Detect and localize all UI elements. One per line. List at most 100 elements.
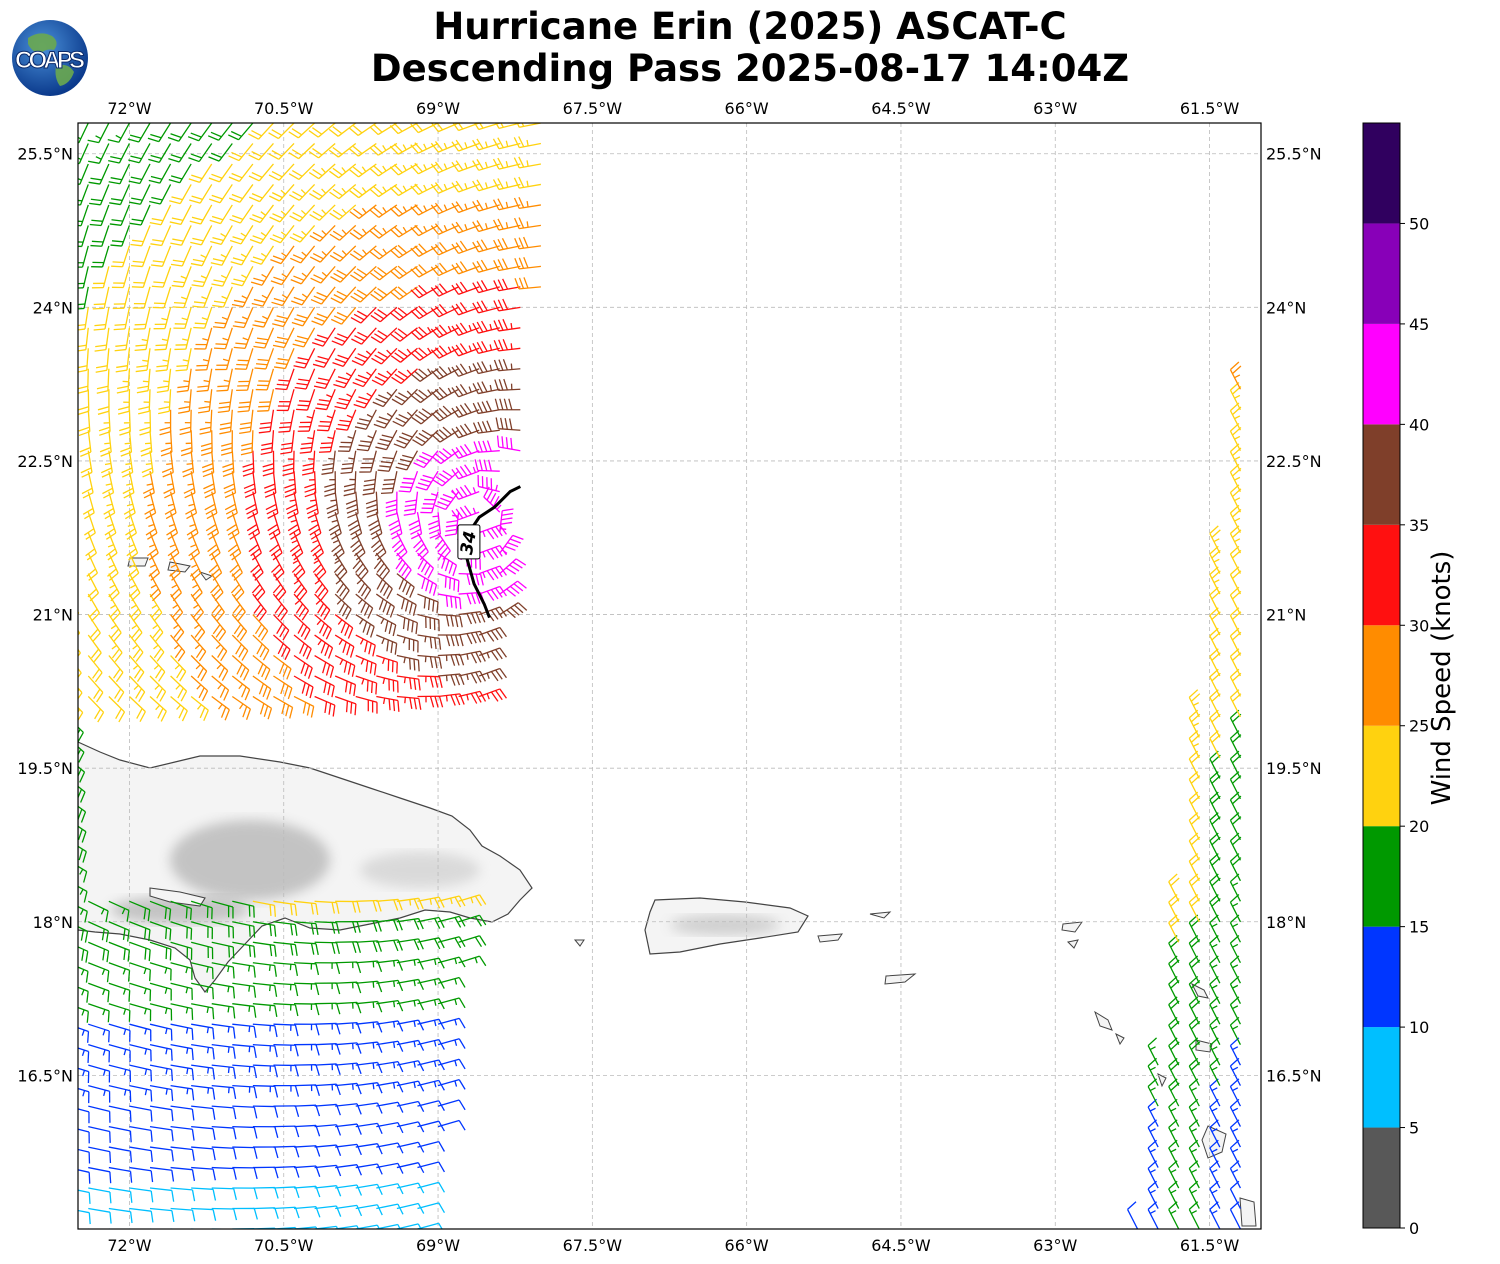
wind-barb xyxy=(217,389,233,414)
wind-barb xyxy=(190,655,208,682)
wind-barb xyxy=(369,163,398,177)
wind-barb xyxy=(293,654,313,679)
wind-barb xyxy=(90,225,110,247)
wind-barb xyxy=(81,471,94,499)
wind-barb xyxy=(268,184,295,202)
wind-barb xyxy=(273,654,292,680)
wind-barb xyxy=(291,306,316,327)
wind-barb xyxy=(149,1084,174,1101)
wind-barb xyxy=(513,197,542,210)
wind-barb xyxy=(437,572,460,593)
wind-barb xyxy=(314,1022,341,1035)
wind-barb xyxy=(207,123,233,141)
wind-barb xyxy=(398,470,419,493)
wind-barb xyxy=(208,552,223,581)
wind-barb xyxy=(250,245,274,265)
wind-barb xyxy=(355,593,374,619)
wind-barb xyxy=(191,1146,216,1161)
colorbar-band xyxy=(1363,524,1400,626)
wind-barb xyxy=(128,614,143,642)
wind-barb xyxy=(492,137,521,150)
wind-barb xyxy=(252,307,275,328)
wind-barb xyxy=(432,470,460,487)
wind-barb xyxy=(170,1166,196,1182)
wind-barb xyxy=(396,1060,425,1072)
wind-barb xyxy=(437,936,466,949)
wind-barb xyxy=(63,492,74,519)
wind-barb xyxy=(57,389,68,414)
wind-barb xyxy=(437,593,462,610)
wind-barb xyxy=(151,245,172,267)
wind-barb xyxy=(493,339,521,352)
wind-barb xyxy=(417,937,445,950)
wind-barb xyxy=(296,389,316,411)
wind-barb xyxy=(132,286,151,309)
wind-barb xyxy=(390,244,418,259)
wind-barb xyxy=(129,962,151,982)
wind-barb xyxy=(100,450,113,478)
wind-barb xyxy=(189,184,213,204)
wind-barb xyxy=(314,654,335,678)
wind-barb xyxy=(355,1122,383,1135)
wind-barb xyxy=(273,1023,299,1037)
wind-barb xyxy=(254,348,275,370)
wind-barb xyxy=(190,225,213,246)
wind-barb xyxy=(273,962,299,976)
wind-barb xyxy=(417,957,445,969)
wind-barb xyxy=(355,654,377,676)
wind-barb xyxy=(149,1023,173,1041)
wind-barb xyxy=(54,328,67,352)
wind-barb xyxy=(130,225,151,247)
wind-barb xyxy=(191,962,214,980)
wind-barb xyxy=(252,1084,279,1098)
wind-barb xyxy=(121,450,134,478)
wind-barb xyxy=(396,1162,425,1174)
wind-barb xyxy=(451,423,480,439)
wind-barb xyxy=(458,935,487,948)
wind-barb xyxy=(451,443,480,459)
lon-tick-label-top: 61.5°W xyxy=(1180,99,1240,118)
lon-tick-label-top: 70.5°W xyxy=(254,99,314,118)
wind-barb xyxy=(136,368,151,394)
wind-barb xyxy=(91,245,110,268)
wind-barb xyxy=(149,1105,174,1122)
lat-tick-label-right: 21°N xyxy=(1266,606,1306,625)
wind-barb xyxy=(417,573,438,596)
wind-barb xyxy=(437,613,463,628)
wind-barb xyxy=(338,430,357,452)
wind-barb xyxy=(417,695,444,708)
wind-barb xyxy=(392,409,418,427)
wind-barb xyxy=(252,695,273,720)
wind-barb xyxy=(349,163,377,178)
lat-tick-label-left: 21°N xyxy=(33,606,73,625)
wind-barb xyxy=(270,245,295,265)
wind-barb xyxy=(413,450,439,469)
wind-barb xyxy=(108,1044,131,1062)
wind-barb xyxy=(250,552,264,581)
wind-barb xyxy=(169,184,192,205)
wind-barb xyxy=(220,430,233,456)
wind-barb xyxy=(170,634,186,662)
wind-barb xyxy=(78,885,88,903)
wind-barb xyxy=(95,348,110,373)
wind-barb xyxy=(273,921,298,936)
wind-barb xyxy=(149,921,172,941)
wind-barb xyxy=(108,941,130,962)
wind-barb xyxy=(78,1169,91,1184)
wind-barb xyxy=(273,1064,299,1077)
wind-barb xyxy=(499,602,528,619)
wind-barb xyxy=(98,409,111,436)
wind-barb xyxy=(410,347,439,361)
wind-barb xyxy=(430,386,459,401)
wind-barb xyxy=(430,141,459,153)
wind-barb xyxy=(430,242,459,256)
wind-barb xyxy=(231,593,246,622)
wind-barb xyxy=(376,1060,404,1073)
wind-barb xyxy=(88,982,110,1003)
wind-34kt-contour: 34 xyxy=(457,485,522,619)
wind-barb xyxy=(472,400,500,415)
wind-barb xyxy=(313,368,336,390)
wind-barb xyxy=(108,1125,132,1143)
wind-barb xyxy=(197,389,213,414)
wind-barb xyxy=(88,1207,112,1224)
